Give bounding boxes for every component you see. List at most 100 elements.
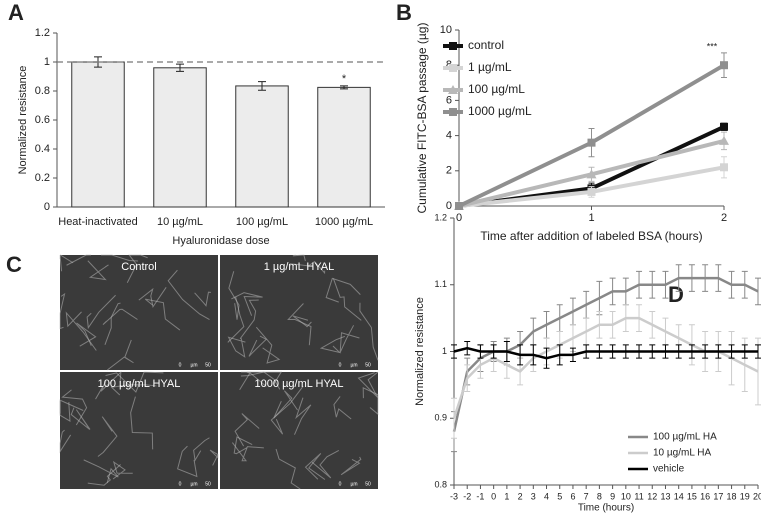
cell-edge [325,277,361,303]
marker [720,61,728,70]
legend-label: 1000 µg/mL [468,104,532,118]
legend-marker [449,108,457,116]
scale-label: µm [350,362,357,368]
micrograph [60,372,218,489]
cell-edge [319,335,346,354]
y-tick-label: 4 [446,130,452,142]
cell-edge [333,396,352,420]
y-tick-label: 0.6 [35,114,50,126]
cell-edge [102,308,138,326]
y-axis-label: Normalized resistance [17,66,29,175]
scale-label: 0 [179,481,182,487]
cell-edge [107,339,134,371]
cell-edge [95,370,122,400]
panel-label: D [668,282,684,307]
scale-label: 50 [205,481,211,487]
legend-label: 1 µg/mL [468,60,512,74]
cell-edge [304,453,326,480]
x-tick-label: 7 [584,491,589,501]
y-tick-label: 0 [44,201,50,213]
significance: *** [707,41,718,51]
y-tick-label: 1 [44,56,50,68]
y-tick-label: 0.8 [434,479,447,489]
y-tick-label: 1.2 [35,27,50,39]
x-tick-label: -2 [463,491,471,501]
cell-edge [294,397,312,435]
cell-edge [255,326,281,364]
legend-label: 10 µg/mL HA [653,448,712,459]
y-axis-label: Cumulative FITC-BSA passage (µg) [415,23,429,214]
y-tick-label: 1.1 [434,279,447,289]
cell-edge [209,449,219,466]
x-tick-label: 14 [674,491,684,501]
x-tick-label: 20 [753,491,761,501]
micrograph-label: 1000 µg/mL HYAL [255,378,344,390]
marker [587,187,596,196]
x-tick-label: 4 [544,491,549,501]
series-line [452,316,759,419]
significance: * [342,73,347,85]
cell-edge [76,322,97,347]
cell-edge [59,292,66,330]
micrograph-label: Control [121,261,156,273]
y-axis-label: Normalized resistance [414,297,426,406]
cell-edge [234,413,260,447]
y-tick-label: 0 [446,200,452,212]
x-axis-label: Hyaluronidase dose [172,235,269,247]
micrographs: Control 0 µm 50 1 µg/mL HYAL 0 µm 50 100 µg/mL H… [59,254,379,490]
cell-edge [292,254,306,262]
x-tick-label: 12 [647,491,657,501]
micrograph [60,255,218,370]
series-line [452,276,759,432]
cell-edge [357,371,379,398]
x-tick-label: 5 [557,491,562,501]
x-tick-label: -3 [450,491,458,501]
series-line [453,346,758,360]
cell-edge [83,459,119,484]
x-tick-label: 1 [504,491,509,501]
cell-edge [340,456,362,476]
x-tick-label: 15 [687,491,697,501]
marker [587,138,596,147]
x-tick-label: -1 [476,491,484,501]
cell-edge [66,254,91,266]
x-tick-label: Heat-inactivated [58,216,138,228]
marker [719,135,729,145]
scale-label: 50 [365,481,371,487]
cell-edge [97,416,118,457]
x-tick-label: 17 [713,491,723,501]
cell-edge [231,442,264,462]
x-axis-label: Time after addition of labeled BSA (hour… [480,229,702,243]
micrograph-label: 100 µg/mL HYAL [98,378,181,390]
x-tick-label: 19 [740,491,750,501]
x-tick-label: 1 [588,212,594,224]
x-tick-label: 6 [570,491,575,501]
scale-label: 0 [339,362,342,368]
x-tick-label: 2 [518,491,523,501]
legend-marker [448,85,458,94]
cell-edge [167,269,210,321]
bar [317,86,371,208]
scale-label: µm [190,481,197,487]
bar [235,85,289,208]
cell-edge [193,437,210,462]
scale-label: 50 [365,362,371,368]
scale-label: µm [190,362,197,368]
scale-label: 0 [339,481,342,487]
y-tick-label: 1.2 [434,212,447,222]
cell-edge [70,407,91,430]
cell-edge [110,384,157,396]
cell-edge [59,399,84,414]
scale-label: µm [350,481,357,487]
x-tick-label: 10 [621,491,631,501]
cell-edge [239,299,259,340]
cell-edge [359,302,379,361]
x-tick-label: 18 [727,491,737,501]
cell-edge [130,396,154,450]
y-tick-label: 6 [446,94,452,106]
cell-edge [138,287,167,308]
legend-label: vehicle [653,464,685,475]
y-tick-label: 10 [440,24,452,36]
